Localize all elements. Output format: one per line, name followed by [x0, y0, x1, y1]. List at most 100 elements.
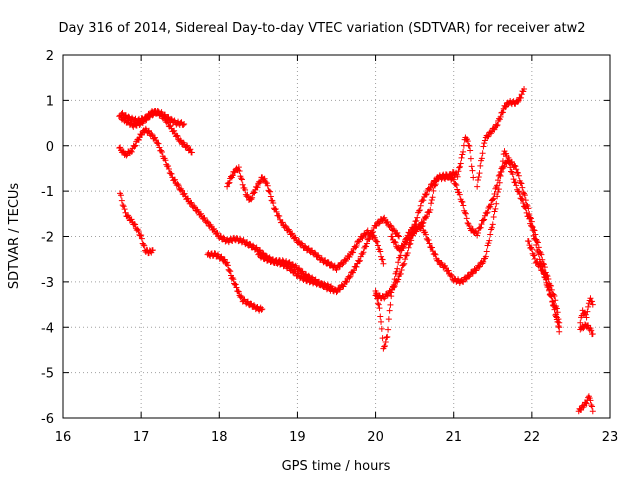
x-tick-label: 19 — [289, 430, 306, 445]
data-point — [511, 162, 518, 169]
data-point — [251, 302, 258, 309]
data-point — [367, 230, 374, 237]
data-point — [385, 326, 392, 333]
y-tick-label: -4 — [41, 321, 54, 336]
data-point — [480, 258, 487, 265]
data-point — [448, 271, 455, 278]
data-point — [302, 275, 309, 282]
data-point — [122, 112, 129, 119]
data-point — [547, 292, 554, 299]
data-point — [450, 176, 457, 183]
data-point — [263, 180, 270, 187]
data-point — [201, 214, 208, 221]
data-point — [388, 223, 395, 230]
data-point — [480, 143, 487, 150]
data-point — [261, 175, 268, 182]
data-point — [525, 205, 532, 212]
data-point — [378, 325, 385, 332]
data-point — [535, 244, 542, 251]
data-point — [479, 150, 486, 157]
data-point — [432, 181, 439, 188]
data-point — [432, 251, 439, 258]
data-point — [272, 206, 279, 213]
data-point — [173, 132, 180, 139]
data-point — [483, 248, 490, 255]
data-point — [529, 224, 536, 231]
data-point — [490, 214, 497, 221]
x-tick-label: 16 — [55, 430, 72, 445]
data-point — [420, 197, 427, 204]
data-point — [152, 137, 159, 144]
data-point — [465, 142, 472, 149]
data-point — [235, 288, 242, 295]
data-point — [589, 403, 596, 410]
data-point — [270, 199, 277, 206]
data-point — [390, 284, 397, 291]
series-track-f — [224, 164, 387, 273]
data-point — [585, 303, 592, 310]
data-point — [125, 113, 132, 120]
data-point — [167, 122, 174, 129]
data-point — [477, 224, 484, 231]
data-point — [395, 232, 402, 239]
data-point — [405, 244, 412, 251]
data-point — [462, 276, 469, 283]
data-point — [162, 157, 169, 164]
data-point — [267, 193, 274, 200]
data-point — [534, 238, 541, 245]
data-point — [131, 143, 138, 150]
data-point — [478, 221, 485, 228]
x-tick-label: 23 — [602, 430, 619, 445]
data-point — [480, 217, 487, 224]
data-point — [464, 138, 471, 145]
data-point — [394, 265, 401, 272]
data-point — [181, 120, 188, 127]
series-track-m — [577, 295, 596, 326]
data-point — [527, 214, 534, 221]
data-point — [462, 210, 469, 217]
data-point — [259, 252, 266, 259]
data-point — [232, 281, 239, 288]
data-point — [492, 205, 499, 212]
data-point — [381, 343, 388, 350]
data-point — [328, 260, 335, 267]
data-point — [224, 259, 231, 266]
data-point — [239, 181, 246, 188]
data-point — [583, 400, 590, 407]
data-point — [171, 127, 178, 134]
data-point — [488, 201, 495, 208]
data-point — [528, 246, 535, 253]
data-point — [470, 174, 477, 181]
data-point — [413, 217, 420, 224]
data-point — [537, 263, 544, 270]
data-point — [384, 333, 391, 340]
data-point — [254, 184, 261, 191]
data-point — [381, 295, 388, 302]
data-point — [247, 241, 254, 248]
data-point — [475, 174, 482, 181]
data-point — [404, 250, 411, 257]
data-point — [378, 318, 385, 325]
data-point — [416, 224, 423, 231]
data-point — [229, 274, 236, 281]
data-point — [481, 140, 488, 147]
data-point — [138, 232, 145, 239]
data-point — [227, 268, 234, 275]
data-point — [549, 302, 556, 309]
data-point — [474, 177, 481, 184]
data-point — [494, 189, 501, 196]
data-point — [360, 249, 367, 256]
data-point — [508, 158, 515, 165]
data-point — [229, 237, 236, 244]
data-point — [546, 287, 553, 294]
data-point — [588, 327, 595, 334]
data-point — [428, 200, 435, 207]
data-point — [122, 209, 129, 216]
series-track-c — [118, 107, 188, 128]
data-point — [478, 155, 485, 162]
data-point — [225, 180, 232, 187]
data-point — [135, 137, 142, 144]
data-point — [539, 266, 546, 273]
data-point — [174, 181, 181, 188]
data-point — [386, 307, 393, 314]
